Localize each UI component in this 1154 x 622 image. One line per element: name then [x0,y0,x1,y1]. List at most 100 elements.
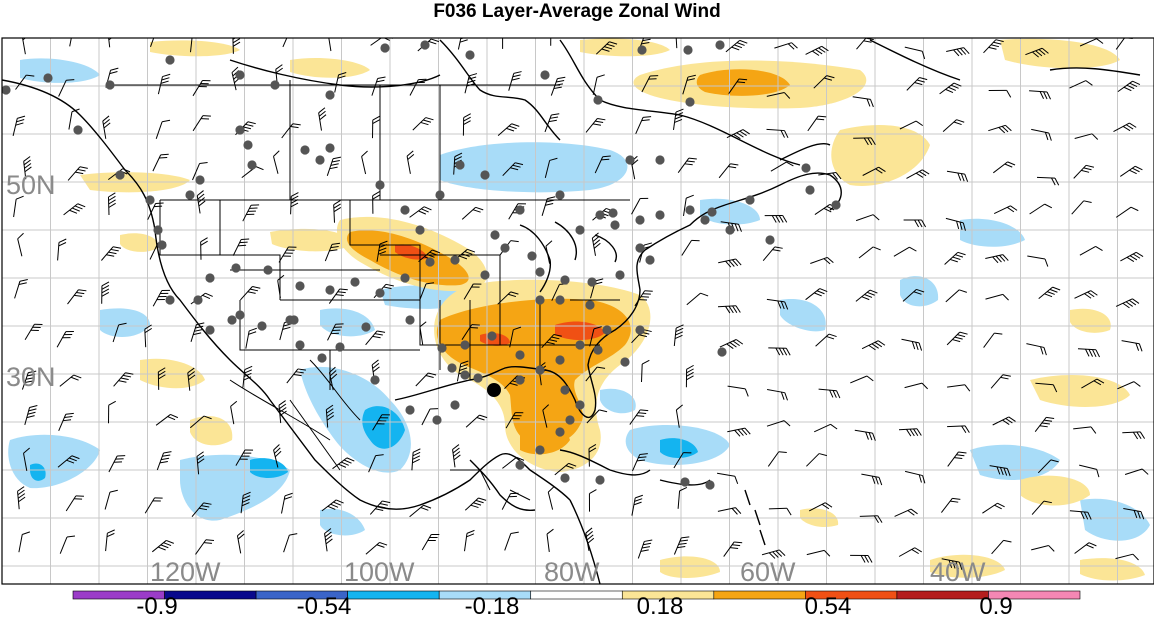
wind-barb [419,282,435,301]
wind-barb [673,536,690,555]
station-dot [335,342,345,352]
wind-barb [242,365,253,388]
wind-barb [893,246,917,257]
station-dot [715,40,725,50]
wind-barb [594,155,611,174]
station-dot [460,370,470,380]
wind-barb [818,172,842,180]
wind-barb [859,515,883,523]
wind-barb [810,256,834,265]
wind-barb [904,382,929,390]
wind-barb [56,330,74,348]
wind-barb [12,115,26,137]
wind-barb [190,322,205,342]
wind-barb [1074,290,1098,299]
wind-barb [156,451,172,471]
wind-barb [419,321,427,345]
wind-barb [894,508,918,517]
station-dot [831,200,841,210]
wind-barb [376,240,388,262]
station-dot [460,340,470,350]
wind-barb [1069,510,1092,520]
coastlines [2,39,1141,584]
wind-barb [904,470,926,484]
station-dot [325,90,335,100]
wind-barb [592,74,605,95]
wind-barb [675,38,678,49]
wind-barb [541,333,562,349]
wind-barb [858,246,881,259]
wind-barb [899,120,924,130]
wind-barb [501,492,519,510]
station-dot [289,315,299,325]
station-dot [685,205,695,215]
wind-barb [281,492,293,514]
wind-barb [632,453,648,472]
wind-barb [283,533,298,553]
wind-barb [805,45,829,56]
station-dot [235,310,245,320]
lon-label-100w: 100W [344,557,415,587]
wind-barb [983,39,1004,54]
station-dot [400,205,410,215]
station-dot [575,340,585,350]
wind-barb [461,206,484,220]
wind-barb [242,204,260,222]
lat-label-30n: 30N [6,362,56,392]
wind-barb [1031,500,1052,515]
wind-barb [677,486,688,509]
station-dot [535,445,545,455]
wind-barb [673,452,692,469]
station-dot [625,155,635,165]
colorbar-swatch [347,590,440,600]
wind-barb [862,166,886,176]
wind-barb [144,497,163,514]
station-dot [635,243,645,253]
wind-barb [1115,553,1139,561]
station-dot [515,205,525,215]
wind-barb [1074,133,1099,140]
wind-barb [1071,200,1092,215]
wind-barb [157,73,171,95]
wind-barb [327,38,332,52]
wind-barb [321,499,344,512]
station-dot [801,163,811,173]
wind-barb [818,388,841,399]
wind-barb [144,324,153,348]
station-dot [437,343,447,353]
wind-barb [497,123,520,136]
wind-barb [23,447,30,471]
wind-barb [673,108,684,130]
wind-barb [946,170,969,182]
station-dot [231,263,241,273]
wind-barb [1036,176,1060,186]
wind-barb [461,324,480,340]
station-dot [325,143,335,153]
wind-barb [1113,122,1137,133]
station-dot [405,405,415,415]
wind-barb [855,214,880,222]
wind-barb [107,38,116,48]
station-dot [2,85,11,95]
wind-barb [993,205,1018,215]
wind-barb [57,455,80,468]
wind-barb [588,444,597,467]
wind-barb [1038,286,1061,299]
station-dot [575,225,585,235]
wind-barb [151,539,174,553]
wind-barb [57,238,67,261]
wind-barb [990,374,1011,389]
station-dot [585,300,595,310]
wind-barb [585,366,606,382]
wind-barb [369,500,391,515]
wind-barb [766,92,791,99]
wind-barb [813,423,838,433]
wind-barb [718,163,739,179]
wind-barb [991,539,1012,555]
wind-barb [1122,431,1146,440]
wind-barb [191,502,212,518]
station-dot [405,315,415,325]
station-dot [315,155,325,165]
wind-barb [761,549,786,559]
wind-barb [723,541,743,557]
